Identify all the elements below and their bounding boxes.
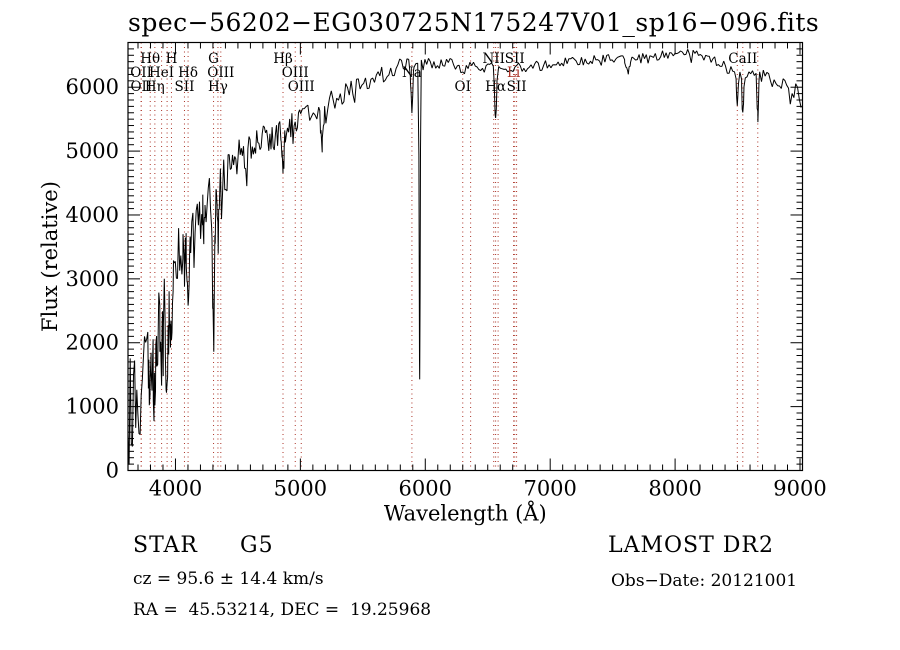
spectral-line-label: SII: [507, 79, 527, 95]
x-axis-title: Wavelength (Å): [384, 501, 547, 526]
y-tick-label: 3000: [66, 267, 119, 291]
obs-date: Obs−Date: 20121001: [611, 571, 798, 591]
x-tick-label: 6000: [399, 477, 452, 501]
spectral-line-labels: OIIOIIHθHηHeIHSIIHδGHγOIIIHβOIIIOIIINaOI…: [130, 51, 757, 95]
spectral-line-label: OII: [130, 65, 152, 81]
spectral-line-label: OII: [130, 79, 152, 95]
x-tick-label: 5000: [274, 477, 327, 501]
ra-dec-coords: RA = 45.53214, DEC = 19.25968: [133, 600, 432, 620]
y-tick-label: 1000: [66, 395, 119, 419]
y-tick-label: 2000: [66, 331, 119, 355]
spectral-line-label: HeI: [149, 65, 174, 81]
y-tick-label: 5000: [66, 139, 119, 163]
plot-frame: [127, 41, 804, 472]
spectral-line-label: H: [166, 51, 178, 67]
survey-label: LAMOST DR2: [608, 533, 774, 558]
tick-labels: 4000 5000 6000 7000 8000 9000 0 1000 2000 3000 400…: [66, 75, 827, 500]
spectral-line-label: Hδ: [178, 65, 198, 81]
y-tick-label: 0: [106, 459, 119, 483]
spectral-line-label: OI: [455, 79, 471, 95]
spectral-line-label: G: [208, 51, 219, 67]
spectral-line-label: OIII: [207, 65, 234, 81]
y-axis-title: Flux (relative): [38, 181, 62, 332]
spectral-line-label: SII: [174, 79, 194, 95]
x-tick-label: 7000: [523, 477, 576, 501]
x-tick-label: 8000: [648, 477, 701, 501]
spectral-line-label: Hα: [485, 79, 506, 95]
spectral-line-markers: [140, 42, 759, 471]
spectral-line-label: Na: [402, 65, 422, 81]
subclass-label: G5: [240, 533, 274, 558]
spectral-line-label: Hβ: [273, 51, 293, 67]
plot-title: spec−56202−EG030725N175247V01_sp16−096.f…: [128, 8, 820, 37]
spectral-line-label: CaII: [728, 51, 757, 67]
spectral-line-label: Hη: [145, 79, 165, 95]
y-tick-label: 4000: [66, 203, 119, 227]
cz-value: cz = 95.6 ± 14.4 km/s: [133, 569, 324, 589]
spectral-line-label: Li: [507, 65, 521, 81]
axis-ticks: [128, 42, 803, 471]
object-class-row: STAR G5: [133, 533, 274, 558]
object-type-label: STAR: [133, 533, 198, 558]
spectral-line-label: NII: [482, 51, 504, 67]
spectral-line-label: Hθ: [140, 51, 160, 67]
x-tick-label: 9000: [773, 477, 826, 501]
y-tick-label: 6000: [66, 75, 119, 99]
spectral-line-label: OIII: [282, 65, 309, 81]
spectral-line-label: Hγ: [208, 79, 228, 95]
spectral-line-label: OIII: [288, 79, 315, 95]
x-tick-label: 4000: [149, 477, 202, 501]
spectrum-trace: [127, 49, 802, 465]
spectral-line-label: SII: [505, 51, 525, 67]
